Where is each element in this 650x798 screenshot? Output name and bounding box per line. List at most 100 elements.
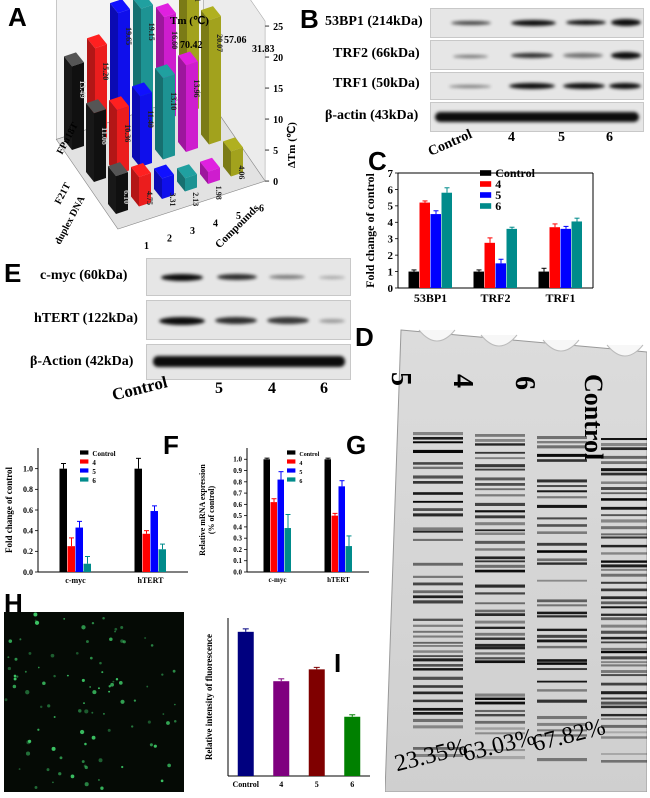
blot-e-lane-control: Control [110,372,170,405]
legend-entry: 5 [299,470,302,476]
a-bar: 11.08 [86,99,109,182]
bar [538,271,549,288]
a-x-tick: 6 [259,203,264,214]
gel-lane-label-control: Control [579,374,608,461]
panel-f-bar-chart: 0.0 0.2 0.4 0.6 0.8 1.0 c-myc hTERT Fold change … [4,448,188,585]
blot-b-lane-control: Control [426,127,475,160]
a-z-tick: 5 [273,146,278,157]
gel-lane-label-6: 6 [509,376,540,390]
y-tick-label: 0.4 [23,526,33,535]
y-tick-label: 0.9 [233,467,242,475]
a-row-label: F21T [53,181,74,207]
panel-label-e: E [4,258,22,288]
bar [83,563,91,572]
legend-entry: Control [92,450,115,458]
blot-b-label-trf2: TRF2 (66kDa) [333,46,420,61]
panel-label-a: A [8,2,27,32]
blot-e-label-baction: β-Action (42kDa) [30,354,134,369]
bar [237,631,254,776]
a-bar-value: 4.06 [237,165,246,179]
blot-b-strip-53bp1 [430,8,644,38]
legend-entry: 5 [495,188,501,202]
bar [277,479,284,572]
legend-entry: 6 [495,199,501,213]
bar [158,549,166,572]
bar [134,468,142,572]
bar [308,669,325,776]
blot-e-label-htert: hTERT (122kDa) [34,311,138,326]
y-tick-label: 3 [388,234,394,246]
blot-e-lane-5: 5 [215,380,223,397]
a-bar-value: 16.60 [170,31,179,49]
blot-b-label-bactin: β-actin (43kDa) [325,108,419,123]
legend-swatch [480,181,492,187]
bar [67,546,75,572]
a-bar: 20.07 [201,6,224,145]
y-axis-label: Fold change of control [363,172,377,287]
bar [324,459,331,572]
a-bar: 13.96 [178,51,201,153]
a-bar: 2.13 [177,164,200,206]
a-x-tick: 4 [213,218,218,229]
a-x-tick: 3 [190,226,195,237]
blot-b-label-trf1: TRF1 (50kDa) [333,76,420,91]
a-tm-value: 70.42 [180,40,203,51]
bar [441,192,452,288]
bar [549,227,560,288]
legend-entry: Control [495,166,535,180]
y-tick-label: 2 [388,250,394,262]
legend-entry: 6 [92,477,96,485]
a-bar-value: 2.13 [191,192,200,206]
y-tick-label: 0.8 [23,485,33,494]
a-bar: 11.40 [132,82,155,167]
legend-entry: 4 [495,177,501,191]
panel-label-g: G [346,430,367,460]
legend-entry: 4 [299,461,302,467]
a-bar-value: 10.36 [123,124,132,142]
a-bar: 13.49 [64,52,87,150]
legend-swatch [80,450,89,455]
panel-label-f: F [163,430,179,460]
a-bar: 4.06 [223,137,246,179]
panel-label-b: B [300,4,319,34]
blot-b-strip-bactin [430,102,644,132]
a-bar-value: 6.10 [122,190,131,204]
legend-entry: Control [299,452,319,458]
y-tick-label: 4 [388,217,394,229]
legend-swatch [480,203,492,209]
bar [273,681,290,776]
panel-i-bar-chart: Control 4 5 6 Relative intensity of fluoresc… [204,618,370,789]
legend-swatch [480,192,492,198]
y-tick-label: 0.1 [233,557,242,565]
gel-lane-label-4: 4 [447,374,478,388]
y-tick-label: 0.5 [233,512,242,520]
a-x-tick: 5 [236,211,241,222]
legend-swatch [287,468,296,473]
blot-b-lane-4: 4 [508,130,515,145]
a-x-axis-label: Compounds [213,202,262,250]
a-bar-value: 19.65 [124,27,133,45]
bar [142,533,150,572]
y-tick-label: 0.2 [23,547,33,556]
y-tick-label: 0.2 [233,546,242,554]
y-tick-label: 0.6 [233,501,242,509]
legend-swatch [80,477,89,482]
a-bar-value: 3.31 [168,192,177,206]
x-tick-label: c-myc [65,576,86,585]
bar [473,271,484,288]
y-tick-label: 0.8 [233,478,242,486]
a-bar-value: 23.01 [193,0,202,2]
y-axis-label: Relative mRNA expression [198,464,207,556]
gel-lane-label-5: 5 [385,372,416,386]
panel-label-h: H [4,588,23,618]
a-bar: 6.10 [108,162,131,214]
bar [430,214,441,288]
a-bar-value: 1.98 [214,186,223,200]
y-axis-label: Relative intensity of fluorescence [204,634,214,760]
a-bar-value: 13.49 [78,80,87,98]
y-tick-label: 0.7 [233,490,242,498]
legend-swatch [80,459,89,464]
x-tick-label: c-myc [269,576,287,584]
bar [344,716,361,776]
